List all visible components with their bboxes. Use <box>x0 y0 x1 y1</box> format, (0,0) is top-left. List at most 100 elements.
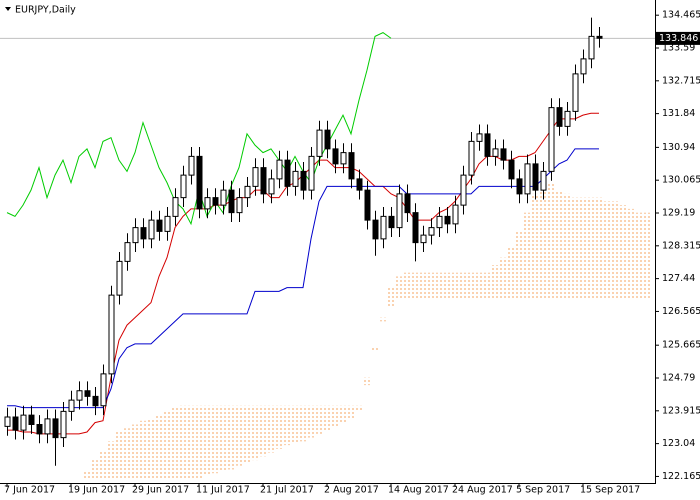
y-tick-label: 126.565 <box>662 306 700 317</box>
plot-area <box>0 17 655 479</box>
candle-body <box>420 234 427 244</box>
candle-body <box>156 219 163 232</box>
candle-body <box>180 174 187 199</box>
candle-body <box>84 390 91 397</box>
cloud-segment <box>179 405 187 479</box>
candle-body <box>36 424 43 435</box>
candle-body <box>100 373 107 407</box>
x-tick-label: 7 Jun 2017 <box>4 485 55 496</box>
candle-body <box>204 197 211 210</box>
candle-body <box>68 399 75 412</box>
cloud-segment <box>91 460 99 479</box>
cloud-segment <box>627 208 635 299</box>
cloud-segment <box>171 407 179 479</box>
cloud-segment <box>579 197 587 299</box>
y-tick-label: 134.465 <box>662 10 700 21</box>
candle-body <box>596 35 603 39</box>
candle-body <box>404 193 411 214</box>
cloud-segment <box>531 193 539 299</box>
candle-body <box>524 163 531 195</box>
candle-body <box>164 215 171 232</box>
candle-body <box>324 129 331 150</box>
candle-body <box>508 159 515 180</box>
candle-body <box>188 155 195 176</box>
cloud-segment <box>99 450 107 479</box>
candle-body <box>92 395 99 407</box>
cloud-segment <box>467 272 475 299</box>
cloud-segment <box>507 246 515 299</box>
candle-body <box>308 155 315 191</box>
candle-body <box>532 163 539 191</box>
cloud-segment <box>379 317 387 322</box>
cloud-segment <box>427 272 435 299</box>
cloud-segment <box>339 405 347 423</box>
cloud-segment <box>475 272 483 299</box>
cloud-segment <box>363 377 371 386</box>
cloud-segment <box>547 182 555 299</box>
candle-body <box>116 260 123 296</box>
candle-body <box>132 227 139 244</box>
candle-body <box>564 110 571 127</box>
cloud-segment <box>563 193 571 299</box>
cloud-segment <box>315 405 323 434</box>
candle-body <box>20 414 27 431</box>
cloud-segment <box>539 182 547 299</box>
x-tick-label: 5 Sep 2017 <box>516 485 570 496</box>
cloud-segment <box>259 405 267 457</box>
candle-body <box>52 418 59 439</box>
cloud-segment <box>251 405 259 461</box>
candle-body <box>28 414 35 425</box>
candle-body <box>260 167 267 195</box>
cloud-segment <box>139 420 147 479</box>
cloud-segment <box>219 405 227 472</box>
x-tick-label: 15 Sep 2017 <box>580 485 640 496</box>
candle-body <box>364 189 371 221</box>
cloud-segment <box>331 405 339 427</box>
candle-body <box>124 242 131 262</box>
y-tick-label: 129.19 <box>662 208 695 219</box>
candle-body <box>172 197 179 217</box>
cloud-segment <box>587 197 595 299</box>
candle-body <box>356 178 363 191</box>
candle-body <box>300 170 307 191</box>
cloud-segment <box>355 405 363 412</box>
candle-body <box>148 219 155 240</box>
cloud-segment <box>419 272 427 299</box>
menu-triangle[interactable] <box>5 7 11 11</box>
y-tick-label: 130.94 <box>662 142 695 153</box>
y-tick-label: 131.84 <box>662 108 695 119</box>
y-tick-label: 123.915 <box>662 405 700 416</box>
candle-body <box>140 227 147 240</box>
candle-body <box>428 227 435 236</box>
price-label-box <box>656 31 700 45</box>
candle-body <box>244 185 251 199</box>
candle-body <box>332 148 339 165</box>
candle-body <box>492 148 499 157</box>
candle-body <box>4 416 11 427</box>
cloud-segment <box>267 405 275 453</box>
cloud-segment <box>299 405 307 442</box>
cloud-segment <box>347 405 355 419</box>
cloud-segment <box>603 201 611 299</box>
cloud-segment <box>595 197 603 299</box>
cloud-segment <box>275 405 283 449</box>
y-tick-label: 122.165 <box>662 471 700 482</box>
y-tick-label: 130.065 <box>662 175 700 186</box>
candle-body <box>276 159 283 180</box>
candle-body <box>252 167 259 187</box>
candle-body <box>436 215 443 229</box>
cloud-segment <box>571 197 579 299</box>
candle-body <box>284 159 291 187</box>
cloud-segment <box>403 272 411 299</box>
cloud-segment <box>395 276 403 299</box>
cloud-segment <box>211 405 219 474</box>
candle-body <box>12 416 19 431</box>
cloud-segment <box>155 415 163 479</box>
candle-body <box>348 152 355 180</box>
candle-body <box>108 294 115 375</box>
y-tick-label: 128.315 <box>662 240 700 251</box>
y-tick-label: 124.79 <box>662 373 695 384</box>
candle-body <box>220 189 227 206</box>
candle-body <box>60 410 67 439</box>
